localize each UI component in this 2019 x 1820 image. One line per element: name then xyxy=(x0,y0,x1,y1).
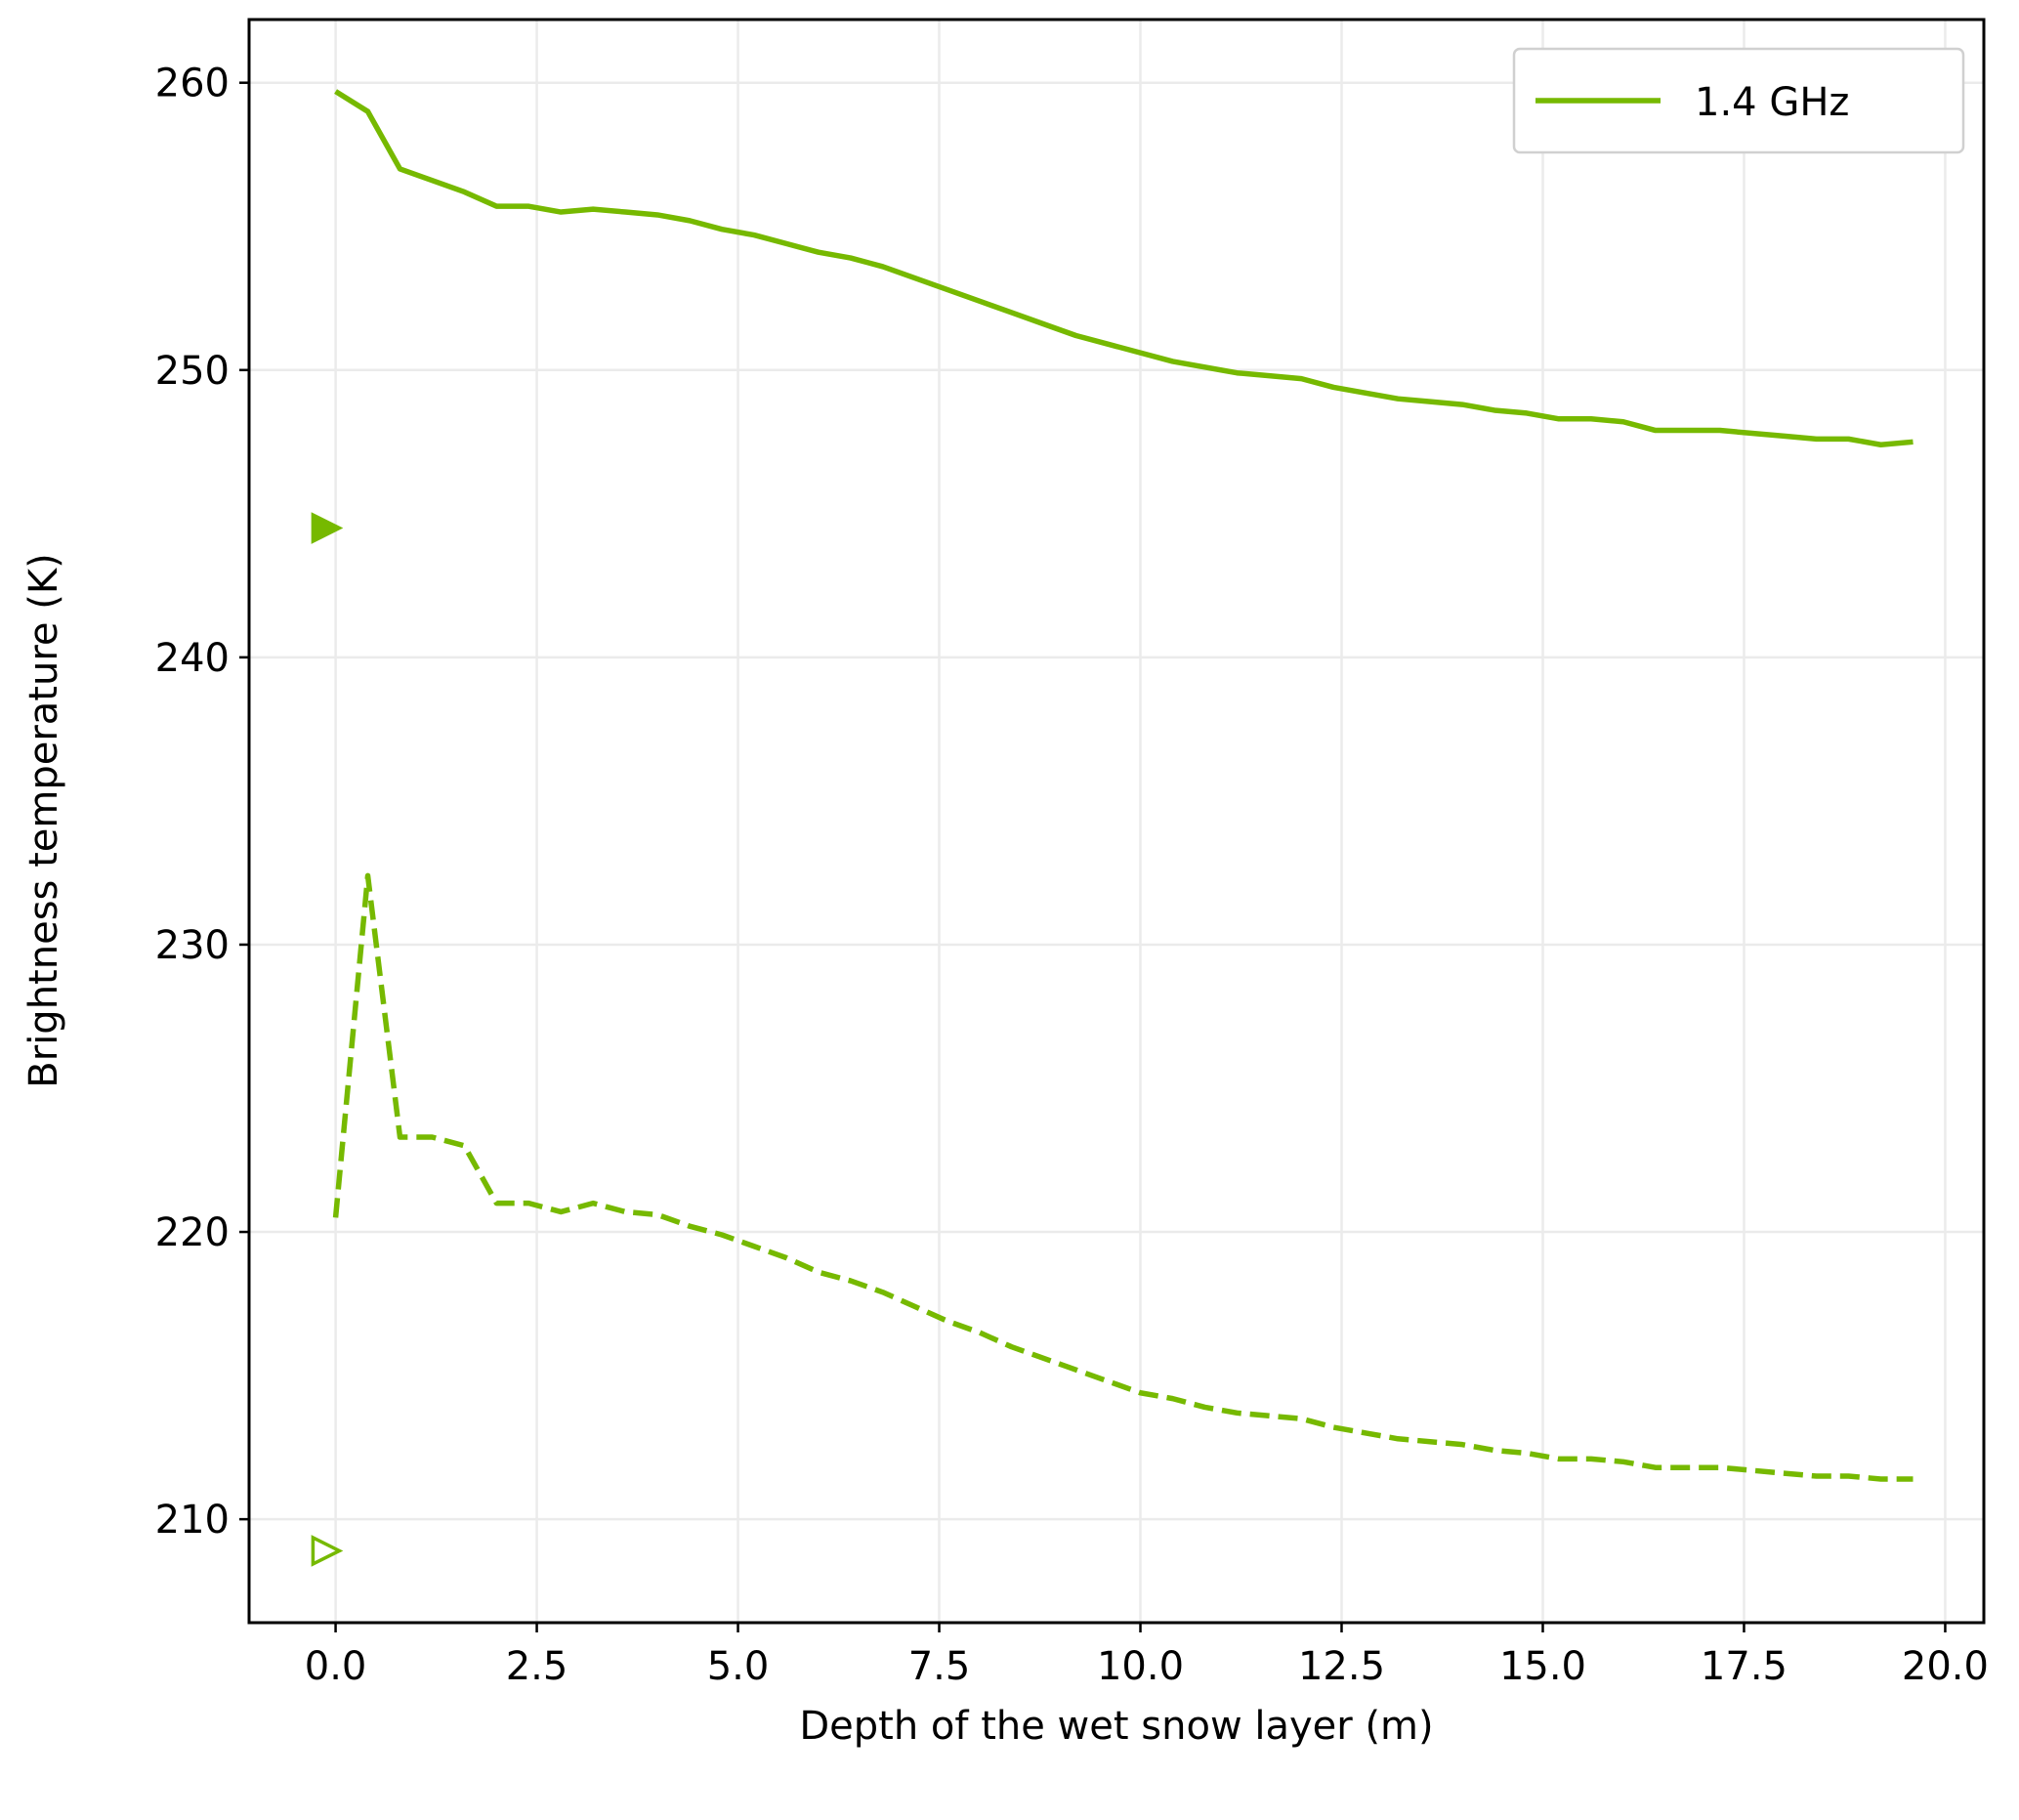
x-axis-label: Depth of the wet snow layer (m) xyxy=(799,1704,1433,1749)
y-tick-label: 230 xyxy=(155,923,230,968)
plot-frame xyxy=(247,18,1986,1625)
y-tick-label: 240 xyxy=(155,636,230,681)
x-tick-label: 0.0 xyxy=(305,1644,367,1689)
x-tick-label: 17.5 xyxy=(1701,1644,1788,1689)
y-tick-label: 210 xyxy=(155,1498,230,1543)
y-tick-label: 250 xyxy=(155,349,230,394)
x-tick-label: 12.5 xyxy=(1298,1644,1385,1689)
series-line xyxy=(332,872,1914,1482)
x-tick-label: 2.5 xyxy=(506,1644,568,1689)
series-line xyxy=(334,89,1914,447)
x-tick-label: 20.0 xyxy=(1902,1644,1989,1689)
legend-box xyxy=(1512,47,1965,154)
legend-label: 1.4 GHz xyxy=(1695,80,1849,125)
x-tick-label: 7.5 xyxy=(908,1644,971,1689)
y-axis-label: Brightness temperature (K) xyxy=(21,553,66,1087)
marker xyxy=(311,512,344,544)
y-tick-label: 260 xyxy=(155,62,230,106)
x-tick-label: 10.0 xyxy=(1097,1644,1184,1689)
x-tick-label: 5.0 xyxy=(707,1644,770,1689)
marker xyxy=(311,1535,344,1567)
x-tick-label: 15.0 xyxy=(1499,1644,1586,1689)
y-tick-label: 220 xyxy=(155,1210,230,1255)
